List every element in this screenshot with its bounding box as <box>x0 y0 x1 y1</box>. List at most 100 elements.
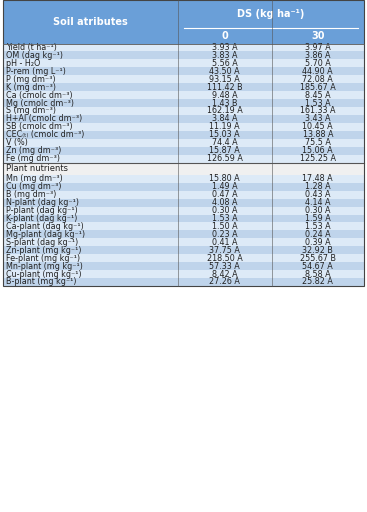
Text: 8.42 A: 8.42 A <box>212 269 237 279</box>
Text: 32.92 B: 32.92 B <box>302 246 333 255</box>
Text: N-plant (dag kg⁻¹): N-plant (dag kg⁻¹) <box>6 198 79 207</box>
Text: K (mg dm⁻³): K (mg dm⁻³) <box>6 82 56 92</box>
Text: 0.47 A: 0.47 A <box>212 190 237 199</box>
Text: 5.70 A: 5.70 A <box>305 59 331 68</box>
Bar <box>3 107 364 115</box>
Text: 1.53 A: 1.53 A <box>305 222 331 231</box>
Bar <box>3 0 178 44</box>
Text: 15.03 A: 15.03 A <box>210 130 240 139</box>
Bar <box>3 0 364 286</box>
Text: P (mg dm⁻³): P (mg dm⁻³) <box>6 75 56 84</box>
Text: 1.59 A: 1.59 A <box>305 214 331 223</box>
Text: 3.97 A: 3.97 A <box>305 43 331 52</box>
Text: H+Al (cmolᴄ dm⁻³): H+Al (cmolᴄ dm⁻³) <box>6 114 82 123</box>
Bar <box>3 175 364 183</box>
Text: DS (kg ha⁻¹): DS (kg ha⁻¹) <box>237 9 305 19</box>
Text: 15.80 A: 15.80 A <box>210 174 240 183</box>
Bar <box>3 190 364 199</box>
Text: 10.45 A: 10.45 A <box>302 122 333 132</box>
Text: 0.41 A: 0.41 A <box>212 238 237 247</box>
Text: 8.45 A: 8.45 A <box>305 91 331 100</box>
Text: 93.15 A: 93.15 A <box>210 75 240 84</box>
Text: S-plant (dag kg⁻¹): S-plant (dag kg⁻¹) <box>6 238 78 247</box>
Text: 3.83 A: 3.83 A <box>212 51 237 60</box>
Text: 1.49 A: 1.49 A <box>212 182 237 191</box>
Text: 11.19 A: 11.19 A <box>210 122 240 132</box>
Text: SB (cmolᴄ dm⁻³): SB (cmolᴄ dm⁻³) <box>6 122 73 132</box>
Text: Cu-plant (mg kg⁻¹): Cu-plant (mg kg⁻¹) <box>6 269 81 279</box>
Bar <box>178 28 272 44</box>
Text: 0: 0 <box>221 31 228 41</box>
Bar <box>3 115 364 123</box>
Text: 0.39 A: 0.39 A <box>305 238 331 247</box>
Text: 30: 30 <box>311 31 324 41</box>
Text: 0.23 A: 0.23 A <box>212 230 237 239</box>
Text: 74.4 A: 74.4 A <box>212 138 237 147</box>
Bar <box>3 44 364 52</box>
Text: 126.59 A: 126.59 A <box>207 154 243 163</box>
Bar <box>3 146 364 155</box>
Text: 5.56 A: 5.56 A <box>212 59 238 68</box>
Text: 72.08 A: 72.08 A <box>302 75 333 84</box>
Text: Mg (cmolᴄ dm⁻³): Mg (cmolᴄ dm⁻³) <box>6 98 74 108</box>
Text: 27.26 A: 27.26 A <box>209 278 240 287</box>
Text: Yield (t ha⁻¹): Yield (t ha⁻¹) <box>6 43 57 52</box>
Text: 3.43 A: 3.43 A <box>305 114 331 123</box>
Bar <box>3 270 364 278</box>
Text: 13.88 A: 13.88 A <box>302 130 333 139</box>
Text: 44.90 A: 44.90 A <box>302 67 333 76</box>
Bar <box>3 67 364 75</box>
Text: Ca-plant (dag kg⁻¹): Ca-plant (dag kg⁻¹) <box>6 222 84 231</box>
Text: OM (dag kg⁻¹): OM (dag kg⁻¹) <box>6 51 63 60</box>
Text: 57.33 A: 57.33 A <box>210 262 240 271</box>
Text: 0.24 A: 0.24 A <box>305 230 331 239</box>
Bar <box>3 238 364 246</box>
Text: P-plant (dag kg⁻¹): P-plant (dag kg⁻¹) <box>6 206 78 215</box>
Bar <box>3 206 364 215</box>
Bar <box>3 215 364 222</box>
Bar <box>3 99 364 107</box>
Bar <box>3 246 364 254</box>
Text: Plant nutrients: Plant nutrients <box>6 164 68 173</box>
Text: CEC₍ₜ₎ (cmolᴄ dm⁻³): CEC₍ₜ₎ (cmolᴄ dm⁻³) <box>6 130 84 139</box>
Text: P-rem (mg L⁻¹): P-rem (mg L⁻¹) <box>6 67 66 76</box>
Bar <box>3 222 364 230</box>
Text: Mg-plant (dag kg⁻¹): Mg-plant (dag kg⁻¹) <box>6 230 85 239</box>
Text: 25.82 A: 25.82 A <box>302 278 333 287</box>
Text: 185.67 A: 185.67 A <box>300 82 336 92</box>
Bar <box>3 123 364 131</box>
Text: 9.48 A: 9.48 A <box>212 91 237 100</box>
Text: K-plant (dag kg⁻¹): K-plant (dag kg⁻¹) <box>6 214 77 223</box>
Text: Zn-plant (mg kg⁻¹): Zn-plant (mg kg⁻¹) <box>6 246 81 255</box>
Text: 54.67 A: 54.67 A <box>302 262 333 271</box>
Text: 17.48 A: 17.48 A <box>302 174 333 183</box>
Bar <box>3 91 364 99</box>
Text: 37.75 A: 37.75 A <box>209 246 240 255</box>
Text: 1.50 A: 1.50 A <box>212 222 237 231</box>
Bar <box>3 83 364 91</box>
Text: 15.87 A: 15.87 A <box>210 146 240 155</box>
Text: S (mg dm⁻³): S (mg dm⁻³) <box>6 106 56 116</box>
Bar <box>3 131 364 139</box>
Text: Ca (cmolᴄ dm⁻³): Ca (cmolᴄ dm⁻³) <box>6 91 73 100</box>
Text: 1.53 A: 1.53 A <box>305 98 331 108</box>
Bar <box>3 59 364 67</box>
Text: pH - H₂O: pH - H₂O <box>6 59 40 68</box>
Bar <box>3 183 364 190</box>
Bar <box>3 278 364 286</box>
Text: 8.58 A: 8.58 A <box>305 269 331 279</box>
Bar <box>3 162 364 175</box>
Bar <box>3 139 364 146</box>
Text: Mn-plant (mg kg⁻¹): Mn-plant (mg kg⁻¹) <box>6 262 83 271</box>
Text: Zn (mg dm⁻³): Zn (mg dm⁻³) <box>6 146 61 155</box>
Text: Fe (mg dm⁻³): Fe (mg dm⁻³) <box>6 154 60 163</box>
Text: 1.28 A: 1.28 A <box>305 182 331 191</box>
Bar <box>3 230 364 238</box>
Text: 0.43 A: 0.43 A <box>305 190 331 199</box>
Text: 125.25 A: 125.25 A <box>300 154 336 163</box>
Bar <box>178 0 364 28</box>
Text: B (mg dm⁻³): B (mg dm⁻³) <box>6 190 57 199</box>
Text: 218.50 A: 218.50 A <box>207 253 243 263</box>
Text: 3.93 A: 3.93 A <box>212 43 237 52</box>
Text: 75.5 A: 75.5 A <box>305 138 331 147</box>
